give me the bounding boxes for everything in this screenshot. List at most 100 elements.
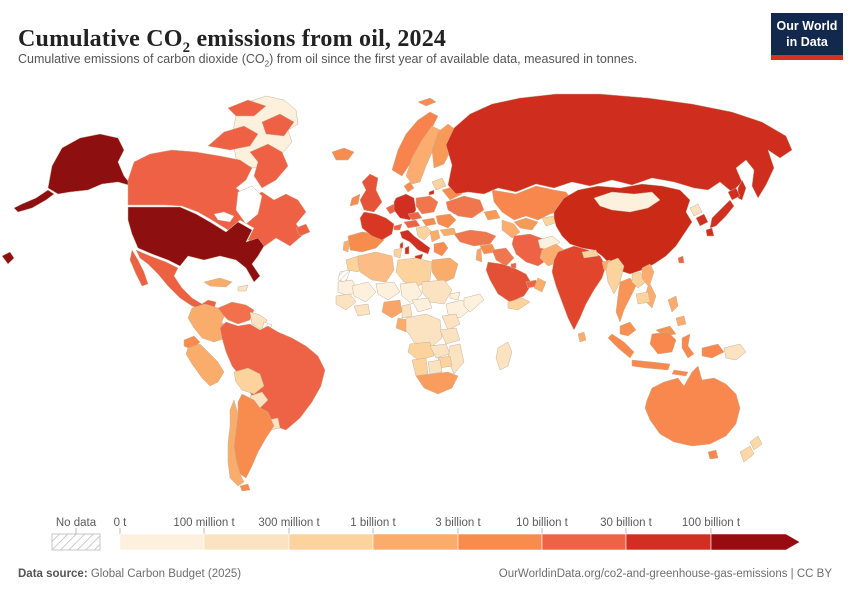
region-ukraine[interactable] — [445, 195, 485, 219]
region-new-zealand-south[interactable] — [739, 445, 755, 463]
region-canada-arctic-3[interactable] — [227, 99, 267, 117]
region-philippines-luzon[interactable] — [667, 295, 679, 313]
region-baltics[interactable] — [431, 177, 447, 191]
region-niger[interactable] — [375, 281, 401, 301]
region-cameroon[interactable] — [401, 303, 413, 319]
region-bolivia[interactable] — [233, 367, 265, 395]
region-papua-new-guinea[interactable] — [723, 343, 747, 361]
region-iraq[interactable] — [491, 247, 515, 267]
region-peru[interactable] — [185, 343, 225, 387]
region-uzbekistan[interactable] — [513, 217, 539, 231]
region-romania[interactable] — [435, 213, 457, 229]
region-north-korea[interactable] — [689, 203, 703, 217]
region-corsica[interactable] — [399, 241, 404, 249]
legend-bin-5[interactable] — [541, 533, 627, 551]
region-thailand[interactable] — [615, 277, 637, 323]
region-indonesia-kalimantan[interactable] — [649, 331, 677, 355]
legend-no-data-swatch[interactable] — [51, 533, 101, 551]
region-canada[interactable] — [127, 149, 307, 249]
region-chile[interactable] — [227, 399, 245, 487]
region-tanzania[interactable] — [439, 327, 461, 345]
region-hawaii-usa[interactable] — [1, 251, 15, 265]
region-japan-kyushu[interactable] — [705, 227, 715, 237]
legend-bin-7-arrow[interactable] — [710, 533, 801, 551]
region-laos[interactable] — [631, 271, 647, 289]
region-india[interactable] — [551, 245, 607, 331]
region-finland[interactable] — [431, 123, 457, 169]
region-turkey[interactable] — [453, 229, 497, 247]
region-mexico[interactable] — [135, 249, 217, 311]
region-brazil[interactable] — [219, 321, 326, 431]
region-south-africa[interactable] — [415, 371, 459, 395]
legend-bin-1[interactable] — [203, 533, 290, 551]
region-italy[interactable] — [399, 229, 431, 255]
region-australia[interactable] — [644, 365, 741, 447]
region-gabon-congo[interactable] — [395, 317, 409, 333]
region-cuba[interactable] — [203, 277, 233, 288]
region-ireland[interactable] — [349, 193, 361, 207]
region-kenya-uganda[interactable] — [441, 313, 461, 331]
region-denmark[interactable] — [403, 181, 415, 193]
region-france[interactable] — [359, 211, 395, 241]
region-cambodia[interactable] — [635, 291, 651, 305]
region-south-korea[interactable] — [695, 213, 709, 227]
region-mexico-baja[interactable] — [129, 249, 149, 287]
region-sardinia[interactable] — [404, 245, 410, 255]
region-mali[interactable] — [351, 281, 377, 303]
region-drc[interactable] — [405, 313, 443, 349]
region-saudi-arabia[interactable] — [485, 261, 533, 303]
region-tierra-del-fuego[interactable] — [239, 483, 251, 492]
region-iceland[interactable] — [331, 147, 355, 161]
region-eritrea[interactable] — [449, 291, 461, 301]
region-croatia-bosnia[interactable] — [415, 225, 433, 241]
region-canada-arctic-1[interactable] — [207, 125, 259, 151]
region-russia[interactable] — [445, 93, 793, 199]
region-indonesia-lesser-sunda[interactable] — [671, 369, 689, 377]
region-canada-baffin[interactable] — [249, 143, 289, 189]
region-tasmania[interactable] — [707, 449, 719, 460]
region-japan-hokkaido[interactable] — [727, 187, 741, 201]
region-hungary[interactable] — [421, 217, 437, 227]
region-canada-arctic-2[interactable] — [261, 113, 295, 137]
region-venezuela[interactable] — [217, 301, 255, 325]
owid-logo[interactable]: Our World in Data — [771, 13, 843, 60]
region-malaysia[interactable] — [619, 321, 637, 337]
region-new-zealand-north[interactable] — [749, 435, 763, 451]
legend-bin-2[interactable] — [288, 533, 374, 551]
region-yemen[interactable] — [507, 297, 531, 311]
region-algeria[interactable] — [357, 251, 395, 283]
region-mongolia[interactable] — [593, 191, 661, 213]
region-sri-lanka[interactable] — [577, 331, 587, 343]
region-caucasus[interactable] — [483, 209, 501, 221]
region-czechia[interactable] — [407, 211, 423, 221]
region-chad[interactable] — [399, 281, 423, 305]
region-namibia[interactable] — [411, 357, 429, 377]
region-turkmenistan[interactable] — [501, 219, 521, 239]
legend-bin-0[interactable] — [119, 533, 205, 551]
region-hispaniola[interactable] — [237, 284, 249, 292]
legend-bin-4[interactable] — [457, 533, 543, 551]
region-taiwan[interactable] — [677, 255, 685, 264]
region-myanmar[interactable] — [605, 257, 625, 295]
region-west-africa[interactable] — [335, 293, 357, 311]
region-serbia[interactable] — [429, 229, 441, 243]
region-botswana[interactable] — [427, 359, 443, 375]
region-central-african-republic[interactable] — [411, 297, 433, 313]
region-poland[interactable] — [415, 195, 439, 215]
region-angola[interactable] — [407, 341, 435, 361]
region-oman[interactable] — [533, 277, 547, 293]
region-japan-honshu[interactable] — [709, 199, 735, 229]
region-western-sahara[interactable] — [337, 269, 351, 283]
region-indonesia-sumatra[interactable] — [607, 333, 635, 359]
region-madagascar[interactable] — [495, 341, 513, 371]
region-indonesia-papua[interactable] — [701, 343, 725, 359]
region-indonesia-java[interactable] — [631, 359, 671, 371]
region-nepal[interactable] — [581, 249, 599, 259]
region-kuwait[interactable] — [510, 262, 517, 269]
region-aleutians-usa[interactable] — [13, 189, 55, 213]
region-united-kingdom[interactable] — [359, 173, 383, 213]
region-levant[interactable] — [475, 247, 483, 263]
region-canada-newfoundland[interactable] — [295, 223, 311, 237]
region-alaska-usa[interactable] — [47, 133, 133, 195]
region-usa[interactable] — [127, 206, 265, 283]
